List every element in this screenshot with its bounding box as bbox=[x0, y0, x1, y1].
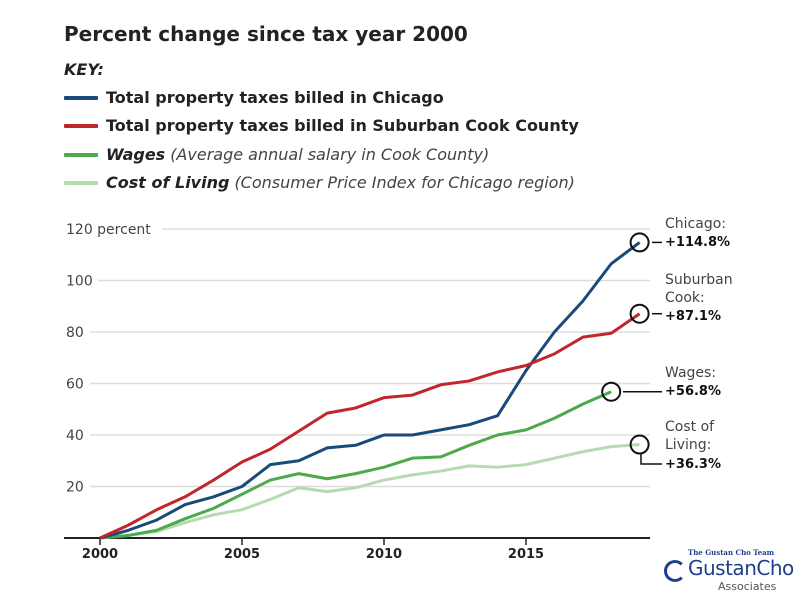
logo: The Gustan Cho Team GustanCho Associates bbox=[664, 548, 798, 598]
series-line-2 bbox=[99, 390, 612, 540]
legend-item-chicago: Total property taxes billed in Chicago bbox=[64, 88, 444, 107]
legend-swatch bbox=[64, 180, 98, 185]
series-line-0 bbox=[99, 241, 641, 540]
x-tick-label: 2015 bbox=[508, 547, 544, 562]
annotation-value: +87.1% bbox=[665, 309, 721, 324]
annotation-label: Cost of bbox=[665, 419, 715, 435]
y-tick-label: 20 bbox=[66, 480, 84, 496]
annotation-label: Cook: bbox=[665, 290, 705, 306]
annotation-value: +114.8% bbox=[665, 235, 730, 250]
logo-sub: Associates bbox=[718, 580, 777, 593]
annotation-label: Suburban bbox=[665, 272, 733, 288]
x-tick-label: 2010 bbox=[366, 547, 402, 562]
x-tick-label: 2000 bbox=[82, 547, 118, 562]
x-tick-label: 2005 bbox=[224, 547, 260, 562]
legend-label: Total property taxes billed in Suburban … bbox=[106, 116, 579, 135]
logo-name: GustanCho bbox=[688, 556, 794, 580]
legend-item-wages: Wages (Average annual salary in Cook Coun… bbox=[64, 145, 489, 164]
y-tick-label: 120 percent bbox=[66, 222, 151, 238]
logo-text: The Gustan Cho Team GustanCho Associates bbox=[688, 548, 794, 593]
y-tick-label: 80 bbox=[66, 325, 84, 341]
logo-house-icon bbox=[664, 560, 686, 582]
end-marker bbox=[629, 232, 650, 253]
annotation-label: Wages: bbox=[665, 365, 716, 381]
legend-label: Total property taxes billed in Chicago bbox=[106, 88, 444, 107]
end-marker bbox=[629, 434, 650, 455]
y-tick-label: 60 bbox=[66, 377, 84, 393]
legend-label: Cost of Living bbox=[106, 173, 230, 192]
series-line-1 bbox=[99, 312, 641, 540]
legend-swatch bbox=[64, 95, 98, 100]
legend-note: (Average annual salary in Cook County) bbox=[170, 145, 490, 164]
annotation-value: +56.8% bbox=[665, 384, 721, 399]
legend-note: (Consumer Price Index for Chicago region… bbox=[234, 173, 575, 192]
legend-key-label: KEY: bbox=[64, 60, 104, 79]
legend-item-suburban: Total property taxes billed in Suburban … bbox=[64, 116, 579, 135]
end-marker bbox=[601, 381, 622, 402]
series-line-3 bbox=[99, 443, 640, 540]
annotation-value: +36.3% bbox=[665, 457, 721, 472]
legend-label: Wages bbox=[106, 145, 166, 164]
chart-title: Percent change since tax year 2000 bbox=[64, 22, 468, 46]
annotation-label: Chicago: bbox=[665, 216, 726, 232]
legend-item-cost-of-living: Cost of Living (Consumer Price Index for … bbox=[64, 173, 575, 192]
legend-swatch bbox=[64, 123, 98, 128]
logo-tagline: The Gustan Cho Team bbox=[688, 548, 775, 557]
annotation-label: Living: bbox=[665, 437, 711, 453]
end-marker bbox=[629, 303, 650, 324]
y-tick-label: 40 bbox=[66, 428, 84, 444]
y-tick-label: 100 bbox=[66, 274, 93, 290]
annotation-leader bbox=[640, 453, 662, 465]
legend-swatch bbox=[64, 152, 98, 157]
